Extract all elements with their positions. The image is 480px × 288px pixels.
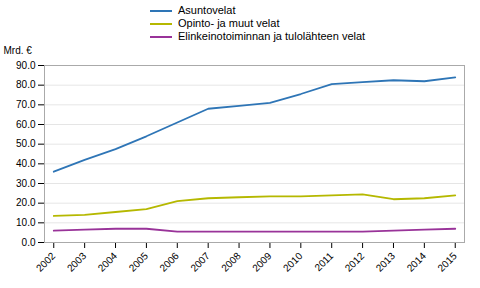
html-text:Elinkeinotoiminnan ja tuloläht: Elinkeinotoiminnan ja tulolähteen velat (178, 30, 366, 42)
svg-text:2006: 2006 (157, 250, 181, 274)
svg-text:2015: 2015 (435, 250, 459, 274)
svg-text:2004: 2004 (96, 250, 120, 274)
svg-text:40.0: 40.0 (16, 158, 36, 169)
svg-text:2014: 2014 (405, 250, 429, 274)
svg-text:2002: 2002 (34, 250, 58, 274)
html-text:Opinto- ja muut velat: Opinto- ja muut velat (178, 17, 280, 29)
svg-text:2013: 2013 (374, 250, 398, 274)
svg-text:30.0: 30.0 (16, 178, 36, 189)
svg-text:20.0: 20.0 (16, 197, 36, 208)
html-text:Asuntovelat: Asuntovelat (178, 4, 236, 16)
svg-text:70.0: 70.0 (16, 99, 36, 110)
svg-text:2005: 2005 (127, 250, 151, 274)
svg-text:2012: 2012 (343, 250, 367, 274)
svg-text:90.0: 90.0 (16, 60, 36, 71)
svg-text:2011: 2011 (312, 250, 335, 273)
svg-text:50.0: 50.0 (16, 138, 36, 149)
svg-text:80.0: 80.0 (16, 79, 36, 90)
svg-text:0.0: 0.0 (22, 237, 36, 248)
svg-text:10.0: 10.0 (16, 217, 36, 228)
svg-text:2008: 2008 (219, 250, 243, 274)
svg-text:60.0: 60.0 (16, 119, 36, 130)
svg-text:2003: 2003 (65, 250, 89, 274)
svg-text:2007: 2007 (188, 250, 212, 274)
svg-text:2009: 2009 (250, 250, 274, 274)
svg-text:2010: 2010 (281, 250, 305, 274)
svg-text:Mrd. €: Mrd. € (4, 45, 33, 56)
